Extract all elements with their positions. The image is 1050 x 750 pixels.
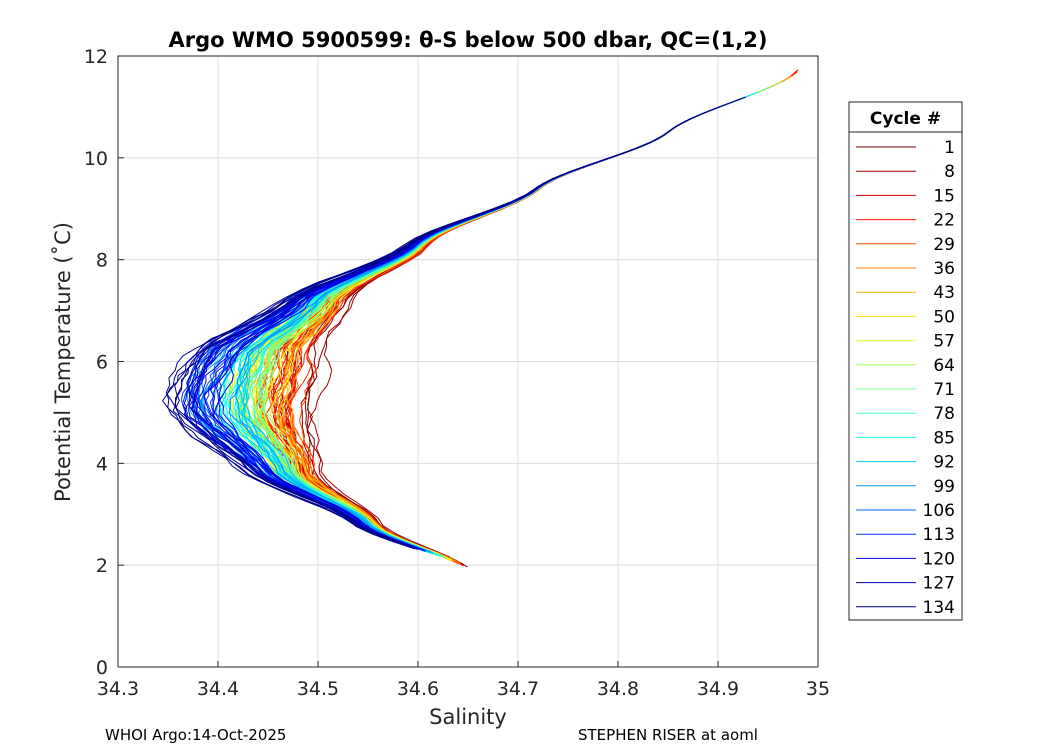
profile-line xyxy=(272,80,784,558)
legend-label: 15 xyxy=(933,186,955,206)
profile-line xyxy=(281,69,799,564)
legend-label: 1 xyxy=(944,138,955,158)
profile-line xyxy=(306,94,752,562)
legend-box xyxy=(848,101,963,621)
legend-label: 99 xyxy=(933,477,955,497)
legend-label: 71 xyxy=(933,380,955,400)
y-ticks: 0 2 4 6 8 10 12 xyxy=(84,46,124,679)
legend-label: 50 xyxy=(933,307,955,327)
x-tick-label: 34.4 xyxy=(197,678,239,700)
profile-line xyxy=(258,78,788,554)
y-axis-label: Potential Temperature (˚C) xyxy=(51,222,75,502)
x-tick-label: 34.6 xyxy=(397,678,439,700)
grid xyxy=(117,55,819,668)
x-tick-label: 34.5 xyxy=(297,678,339,700)
chart-title: Argo WMO 5900599: θ-S below 500 dbar, QC… xyxy=(169,28,768,52)
x-tick-label: 34.7 xyxy=(497,678,539,700)
profile-line xyxy=(278,74,795,561)
profile-line xyxy=(286,76,791,556)
x-tick-label: 34.9 xyxy=(697,678,739,700)
legend-label: 57 xyxy=(933,332,955,352)
x-tick-label: 35 xyxy=(806,678,830,700)
profile-line xyxy=(258,80,783,554)
x-axis-label: Salinity xyxy=(429,705,507,729)
profile-line xyxy=(172,168,580,543)
x-tick-label: 34.3 xyxy=(97,678,139,700)
legend-label: 127 xyxy=(923,574,955,594)
legend-label: 120 xyxy=(923,549,955,569)
legend-label: 85 xyxy=(933,428,955,448)
legend-label: 64 xyxy=(933,356,955,376)
y-tick-label: 0 xyxy=(96,657,108,679)
legend-label: 113 xyxy=(923,525,955,545)
profile-line xyxy=(306,137,661,568)
profile-line xyxy=(289,122,683,562)
footer-left: WHOI Argo:14-Oct-2025 xyxy=(105,726,287,744)
y-tick-label: 6 xyxy=(96,352,108,374)
legend-label: 22 xyxy=(933,211,955,231)
profile-line xyxy=(279,75,793,564)
profile-line xyxy=(283,95,750,558)
legend-label: 43 xyxy=(933,283,955,303)
profile-line xyxy=(268,76,791,554)
profile-line xyxy=(276,113,704,553)
legend-label: 78 xyxy=(933,404,955,424)
profile-line xyxy=(274,94,753,565)
footer-right: STEPHEN RISER at aoml xyxy=(578,726,758,744)
profile-line xyxy=(288,82,780,564)
legend-label: 134 xyxy=(923,598,955,618)
profile-line xyxy=(268,101,734,555)
legend: Cycle # 18152229364350576471788592991061… xyxy=(848,101,963,621)
profile-line xyxy=(298,110,711,554)
profile-line xyxy=(290,71,798,563)
legend-label: 36 xyxy=(933,259,955,279)
profile-line xyxy=(277,98,742,554)
profile-line xyxy=(280,105,723,553)
y-tick-label: 12 xyxy=(84,46,108,68)
y-tick-label: 2 xyxy=(96,555,108,577)
legend-label: 106 xyxy=(923,501,955,521)
y-tick-label: 4 xyxy=(96,453,108,475)
y-tick-label: 10 xyxy=(84,148,108,170)
legend-entries: 1 8 15 22 29 36 43 50 57 64 71 78 85 92 99 106 113 120 127… xyxy=(856,138,955,618)
legend-label: 92 xyxy=(933,453,955,473)
profile-line xyxy=(213,144,645,551)
profile-line xyxy=(218,159,604,550)
x-tick-label: 34.8 xyxy=(597,678,639,700)
legend-label: 8 xyxy=(944,162,955,182)
profile-line xyxy=(271,112,705,558)
profile-line xyxy=(304,95,749,565)
profile-curves xyxy=(161,69,799,568)
profile-line xyxy=(309,89,764,558)
profile-line xyxy=(256,83,778,550)
x-ticks: 34.3 34.4 34.5 34.6 34.7 34.8 34.9 35 xyxy=(97,661,830,700)
y-tick-label: 8 xyxy=(96,250,108,272)
profile-line xyxy=(300,80,784,566)
legend-label: 29 xyxy=(933,235,955,255)
legend-title: Cycle # xyxy=(870,109,941,129)
